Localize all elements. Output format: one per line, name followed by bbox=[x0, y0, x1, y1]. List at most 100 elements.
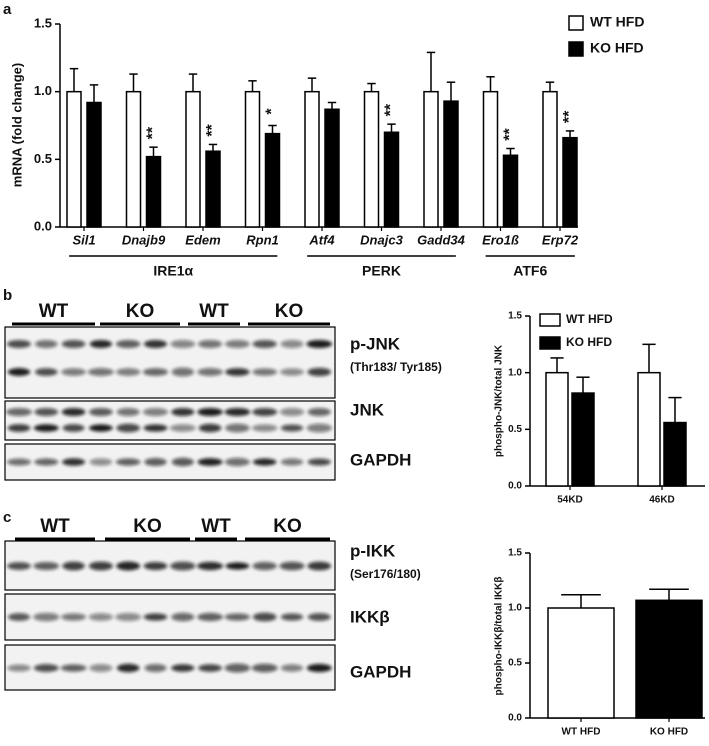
group-label: PERK bbox=[362, 263, 401, 279]
band bbox=[251, 663, 278, 673]
x-tick-label: Rpn1 bbox=[246, 232, 279, 247]
y-axis-label: phospho-IKKβ/total IKKβ bbox=[494, 577, 505, 696]
legend-swatch bbox=[539, 313, 561, 327]
bar bbox=[443, 100, 459, 228]
band bbox=[280, 664, 304, 672]
band bbox=[34, 458, 59, 466]
legend-label: KO HFD bbox=[566, 335, 612, 349]
lane-group-label: WT bbox=[40, 516, 70, 537]
band bbox=[280, 368, 304, 376]
band bbox=[61, 340, 86, 348]
band bbox=[7, 340, 31, 348]
significance: ** bbox=[502, 128, 519, 141]
band bbox=[116, 423, 141, 433]
band bbox=[225, 562, 250, 570]
lane-group-label: KO bbox=[133, 516, 162, 537]
legend-swatch bbox=[568, 41, 584, 57]
bar bbox=[145, 155, 162, 228]
band bbox=[33, 612, 60, 622]
band bbox=[7, 368, 31, 376]
lane-group-label: KO bbox=[126, 301, 155, 322]
y-tick-label: 0.0 bbox=[34, 218, 52, 233]
x-tick-label: Edem bbox=[185, 232, 221, 247]
y-tick-label: 0.5 bbox=[508, 658, 522, 669]
band bbox=[307, 561, 332, 571]
band bbox=[7, 458, 31, 466]
band bbox=[33, 664, 59, 672]
blot-label: (Thr183/ Tyr185) bbox=[350, 360, 442, 374]
band bbox=[170, 561, 196, 571]
bar bbox=[502, 154, 519, 228]
band bbox=[225, 340, 250, 348]
significance: ** bbox=[561, 110, 578, 123]
y-tick-label: 1.5 bbox=[34, 15, 52, 30]
band bbox=[171, 457, 194, 467]
band bbox=[34, 368, 58, 376]
band bbox=[224, 408, 251, 416]
blot-label: GAPDH bbox=[350, 662, 411, 681]
x-tick-label: KO HFD bbox=[650, 727, 688, 738]
band bbox=[280, 613, 304, 621]
band bbox=[307, 367, 332, 377]
bar bbox=[363, 90, 380, 228]
bar bbox=[383, 131, 400, 228]
band bbox=[170, 424, 196, 432]
bar bbox=[571, 392, 595, 487]
lane-group-label: WT bbox=[201, 516, 231, 537]
band bbox=[62, 458, 86, 466]
y-tick-label: 1.0 bbox=[508, 367, 522, 378]
band bbox=[88, 561, 113, 571]
band bbox=[252, 424, 278, 432]
blot-bands bbox=[7, 663, 332, 673]
band bbox=[170, 340, 196, 348]
blot-bands bbox=[7, 561, 332, 571]
band bbox=[279, 561, 305, 571]
blot-label: (Ser176/180) bbox=[350, 567, 421, 581]
x-tick-label: WT HFD bbox=[562, 727, 601, 738]
band bbox=[198, 423, 222, 433]
y-tick-label: 1.5 bbox=[508, 311, 522, 322]
band bbox=[280, 458, 304, 466]
lane-group-label: KO bbox=[275, 301, 304, 322]
y-tick-label: 1.0 bbox=[34, 83, 52, 98]
band bbox=[171, 612, 195, 622]
y-tick-label: 0.5 bbox=[508, 424, 522, 435]
legend-label: KO HFD bbox=[590, 40, 644, 56]
band bbox=[33, 424, 59, 432]
bar bbox=[663, 421, 687, 487]
band bbox=[89, 664, 113, 672]
x-tick-label: Dnajc3 bbox=[360, 232, 403, 247]
x-tick-label: Gadd34 bbox=[417, 232, 465, 247]
blot-label: p-IKK bbox=[350, 541, 396, 560]
bar bbox=[545, 371, 569, 487]
blot-box bbox=[4, 400, 336, 441]
band bbox=[252, 368, 278, 376]
blot-box bbox=[4, 644, 336, 691]
panel-label: a bbox=[3, 1, 12, 18]
band bbox=[307, 408, 331, 416]
significance: ** bbox=[383, 103, 400, 116]
band bbox=[144, 663, 167, 673]
band bbox=[252, 408, 278, 416]
band bbox=[307, 613, 331, 621]
band bbox=[171, 367, 194, 377]
legend-label: WT HFD bbox=[566, 312, 613, 326]
band bbox=[144, 458, 167, 466]
y-axis-label: mRNA (fold change) bbox=[9, 63, 24, 187]
blot-bands bbox=[7, 612, 331, 622]
band bbox=[280, 424, 304, 432]
lane-group-label: KO bbox=[273, 516, 302, 537]
band bbox=[142, 368, 169, 376]
band bbox=[143, 562, 168, 570]
y-tick-label: 0.0 bbox=[508, 481, 522, 492]
band bbox=[34, 408, 59, 416]
band bbox=[88, 613, 113, 621]
band bbox=[225, 368, 250, 376]
band bbox=[198, 340, 223, 348]
blot-bands bbox=[7, 457, 331, 467]
lane-group-label: WT bbox=[39, 301, 69, 322]
band bbox=[61, 613, 86, 621]
band bbox=[225, 423, 250, 433]
band bbox=[115, 458, 141, 466]
band bbox=[116, 368, 141, 376]
